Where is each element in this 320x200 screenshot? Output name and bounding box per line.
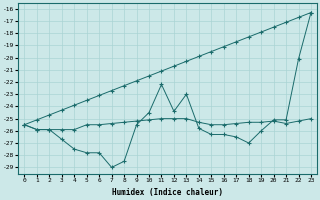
X-axis label: Humidex (Indice chaleur): Humidex (Indice chaleur) bbox=[112, 188, 223, 197]
